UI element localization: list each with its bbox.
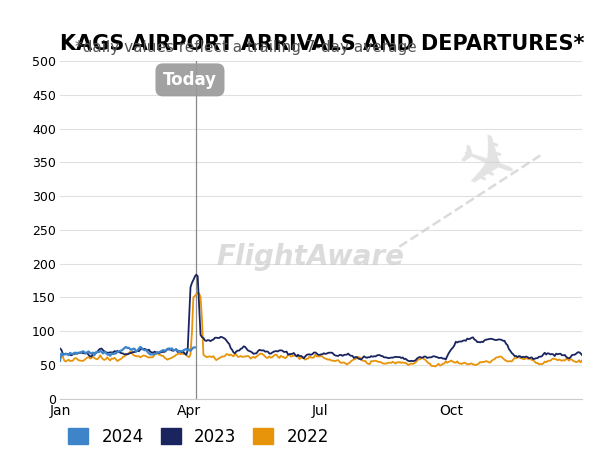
Text: Today: Today (163, 71, 217, 89)
Text: FlightAware: FlightAware (217, 243, 404, 271)
Legend: 2024, 2023, 2022: 2024, 2023, 2022 (68, 428, 329, 446)
Text: ✈: ✈ (445, 126, 526, 212)
Text: *daily values reflect a trailing 7-day average: *daily values reflect a trailing 7-day a… (75, 40, 417, 55)
Text: KAGS AIRPORT ARRIVALS AND DEPARTURES*: KAGS AIRPORT ARRIVALS AND DEPARTURES* (60, 34, 584, 54)
